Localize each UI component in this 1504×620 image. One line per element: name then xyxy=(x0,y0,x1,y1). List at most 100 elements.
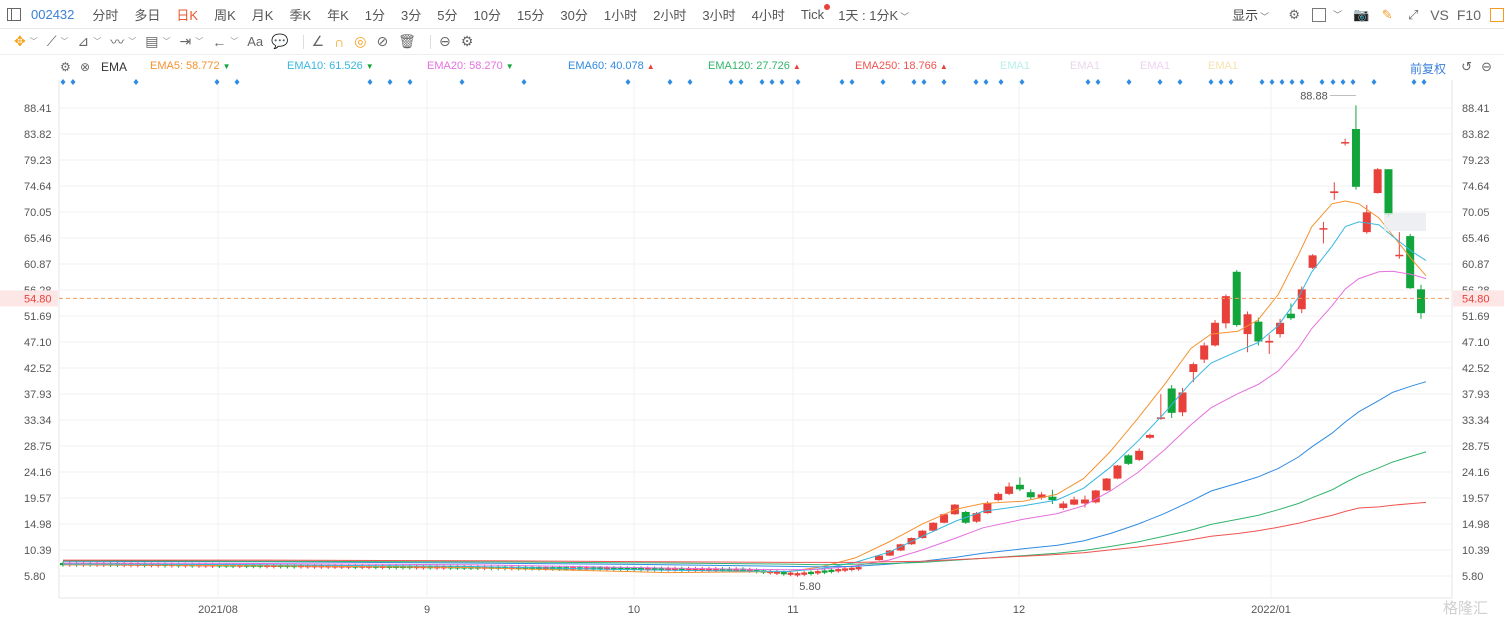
candle-body xyxy=(1232,271,1241,326)
chevron-down-icon[interactable]: ﹀ xyxy=(230,37,239,46)
event-marker-icon xyxy=(521,79,527,85)
fullscreen-icon[interactable]: ⤢ xyxy=(1407,6,1419,22)
vs-button[interactable]: VS xyxy=(1430,6,1449,23)
tab-period[interactable]: 1分 xyxy=(364,7,386,23)
event-marker-icon xyxy=(1157,79,1163,85)
crosshair-move-icon[interactable]: ✥ xyxy=(14,33,26,49)
note-bubble-icon[interactable]: 💬 xyxy=(271,33,289,49)
ema-item: EMA5: 58.772 ▼ xyxy=(150,60,231,72)
x-tick-label: 2022/01 xyxy=(1251,604,1291,616)
tab-period[interactable]: 3分 xyxy=(401,7,422,23)
candle-body xyxy=(597,567,604,570)
candle-body xyxy=(1026,492,1035,498)
event-marker-icon xyxy=(1411,79,1417,85)
event-marker-icon xyxy=(973,79,979,85)
y-tick-label: 19.57 xyxy=(24,493,52,505)
candle-body xyxy=(617,567,624,570)
visibility-toggle-icon[interactable]: ⊖ xyxy=(438,33,451,49)
chevron-down-icon[interactable]: ﹀ xyxy=(1333,10,1343,20)
candle-body xyxy=(678,568,685,571)
sidebar-toggle-icon[interactable] xyxy=(7,7,21,21)
candle-body xyxy=(570,567,576,570)
tab-period[interactable]: 分时 xyxy=(92,7,119,23)
candle-body xyxy=(87,563,94,566)
chevron-down-icon[interactable]: ﹀ xyxy=(162,37,171,46)
drawing-settings-icon[interactable]: ⚙ xyxy=(460,33,474,49)
candle-body xyxy=(311,565,318,568)
channel-tool-icon[interactable]: ⊿ xyxy=(77,33,90,49)
candle-body xyxy=(719,568,726,571)
candle-body xyxy=(972,513,981,522)
ema-item: EMA250: 18.766 ▲ xyxy=(855,60,948,72)
y-tick-label: 88.41 xyxy=(24,103,52,115)
indicator-settings-icon[interactable]: ⚙ xyxy=(60,60,71,74)
tab-period[interactable]: 年K xyxy=(327,7,349,23)
magnet-icon[interactable]: ∩ xyxy=(334,33,345,50)
interval-select[interactable]: 1天 : 1分K ﹀ xyxy=(832,5,909,24)
chevron-down-icon[interactable]: ﹀ xyxy=(93,37,102,46)
y-tick-label: 5.80 xyxy=(24,571,45,583)
indicator-close-icon[interactable]: ⊗ xyxy=(80,60,91,74)
ema-line-ema20 xyxy=(62,270,1427,571)
arrow-tool-icon[interactable]: ← xyxy=(212,33,227,50)
trash-icon[interactable]: 🗑 xyxy=(398,33,416,49)
candle-body xyxy=(918,530,927,539)
tab-period[interactable]: 5分 xyxy=(437,7,458,23)
y-tick-label-right: 65.46 xyxy=(1462,233,1490,245)
candle-body xyxy=(189,564,196,567)
tab-period[interactable]: 日K xyxy=(176,7,199,23)
chevron-down-icon[interactable]: ﹀ xyxy=(195,37,204,46)
tab-period[interactable]: 15分 xyxy=(516,7,545,23)
tab-period[interactable]: 1小时 xyxy=(603,7,638,23)
tab-period[interactable]: 季K xyxy=(289,7,312,23)
undo-icon[interactable]: ↺ xyxy=(1461,59,1472,74)
tab-period[interactable]: 周K xyxy=(214,7,236,23)
angle-icon[interactable]: ∠ xyxy=(311,33,325,49)
text-tool-icon[interactable]: Aa xyxy=(247,34,264,49)
candle-body xyxy=(134,563,141,566)
orange-panel-icon[interactable] xyxy=(1490,7,1504,22)
y-tick-label-right: 37.93 xyxy=(1462,389,1490,401)
f10-button[interactable]: F10 xyxy=(1456,6,1481,23)
settings-gear-icon[interactable]: ⚙ xyxy=(1288,6,1300,22)
candle-body xyxy=(386,565,393,568)
candle-body xyxy=(427,566,434,569)
chevron-down-icon: ﹀ xyxy=(900,11,910,22)
ema-line-ema10 xyxy=(62,221,1427,573)
candle-body xyxy=(1330,191,1339,194)
event-marker-icon xyxy=(407,79,413,85)
tab-period[interactable]: 30分 xyxy=(560,7,588,23)
display-button[interactable]: 显示 ﹀ xyxy=(1232,5,1269,24)
tab-period[interactable]: 3小时 xyxy=(702,7,736,23)
square-layout-icon[interactable] xyxy=(1312,7,1327,22)
tab-tick[interactable]: Tick xyxy=(793,3,832,22)
tab-period[interactable]: 多日 xyxy=(134,7,161,23)
fibonacci-icon[interactable]: ▤ xyxy=(145,33,159,49)
y-tick-label-right: 47.10 xyxy=(1462,337,1490,349)
chevron-down-icon[interactable]: ﹀ xyxy=(29,37,38,46)
restore-mode-button[interactable]: 前复权 xyxy=(1409,62,1446,76)
trend-line-icon[interactable]: ⟋ xyxy=(46,33,57,49)
y-tick-label: 74.64 xyxy=(24,181,52,193)
tab-period[interactable]: 10分 xyxy=(473,7,501,23)
event-marker-icon xyxy=(60,79,66,85)
hide-drawings-icon[interactable]: ⊘ xyxy=(376,33,389,49)
candle-body xyxy=(624,567,631,570)
tab-period[interactable]: 月K xyxy=(251,7,274,23)
event-marker-icon xyxy=(234,79,240,85)
tab-period[interactable]: 4小时 xyxy=(751,7,785,23)
candle-body xyxy=(128,563,134,566)
wave-pattern-icon[interactable]: 〰 xyxy=(110,33,125,50)
zoom-out-icon[interactable]: ⊖ xyxy=(1481,59,1492,74)
tab-period[interactable]: 2小时 xyxy=(653,7,687,23)
camera-icon[interactable]: 📷 xyxy=(1353,6,1370,22)
pencil-icon[interactable]: ✎ xyxy=(1381,6,1393,22)
eye-lock-icon[interactable]: ◎ xyxy=(354,33,367,49)
symbol-code[interactable]: 002432 xyxy=(31,6,75,22)
chevron-down-icon[interactable]: ﹀ xyxy=(128,37,137,46)
indicator-name[interactable]: EMA xyxy=(101,60,128,74)
measure-range-icon[interactable]: ⇥ xyxy=(179,33,192,49)
x-tick-label: 11 xyxy=(787,604,798,616)
chevron-down-icon[interactable]: ﹀ xyxy=(60,37,69,46)
